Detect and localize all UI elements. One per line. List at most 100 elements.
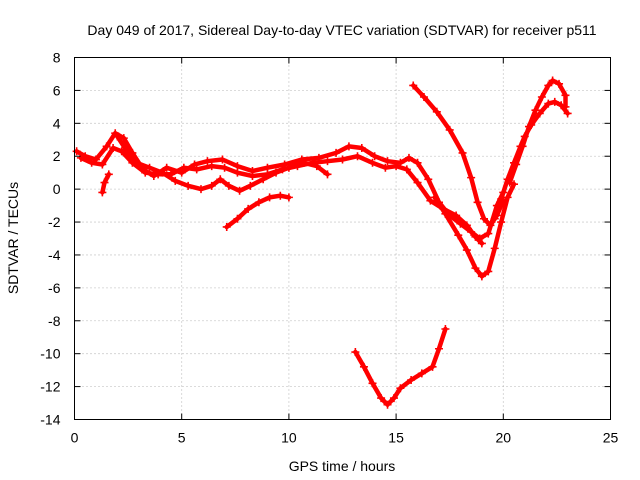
data-point <box>383 400 392 409</box>
data-point <box>389 394 398 403</box>
data-point <box>216 175 225 184</box>
data-point <box>244 204 253 213</box>
data-point <box>192 165 201 174</box>
data-point <box>505 178 514 187</box>
data-point <box>537 92 546 101</box>
data-point <box>233 168 242 177</box>
data-point <box>462 246 471 255</box>
data-point <box>484 229 493 238</box>
data-point <box>332 148 341 157</box>
data-point <box>424 175 433 184</box>
data-point <box>407 376 416 385</box>
data-point <box>299 158 308 167</box>
data-point <box>357 144 366 152</box>
data-point <box>477 272 486 281</box>
data-point <box>222 222 231 231</box>
data-point <box>162 163 171 172</box>
data-point <box>72 147 81 156</box>
data-point <box>392 162 401 171</box>
series-0-trace <box>74 130 506 241</box>
data-point <box>104 170 113 179</box>
data-point <box>132 158 141 167</box>
data-point <box>312 162 321 171</box>
data-point <box>525 122 534 131</box>
data-point <box>441 325 450 333</box>
x-tick-label: 5 <box>178 430 186 446</box>
data-point <box>145 163 154 172</box>
data-point <box>445 125 454 134</box>
x-tick-label: 25 <box>603 430 619 446</box>
data-point <box>179 163 188 172</box>
y-tick-label: 6 <box>53 82 61 98</box>
data-point <box>402 165 411 174</box>
data-point <box>323 170 332 179</box>
data-point <box>486 221 495 230</box>
y-tick-label: -8 <box>48 313 61 329</box>
data-point <box>344 142 353 151</box>
grid <box>74 57 611 420</box>
data-point <box>430 193 439 202</box>
data-point <box>531 106 540 115</box>
data-point <box>471 264 480 273</box>
series-2-trace <box>115 134 330 194</box>
data-point <box>98 160 107 169</box>
data-point <box>248 171 257 180</box>
data-point <box>413 158 422 167</box>
data-point <box>100 178 109 187</box>
data-point <box>535 109 544 118</box>
data-point <box>323 157 332 166</box>
data-point <box>102 142 111 151</box>
series-3-trace <box>224 193 292 230</box>
data-point <box>184 181 193 190</box>
data-point <box>432 107 441 116</box>
x-tick-label: 20 <box>496 430 512 446</box>
data-point <box>254 198 263 207</box>
data-point <box>512 160 521 169</box>
y-axis-label: SDTVAR / TECUs <box>5 182 21 294</box>
data-point <box>561 91 570 100</box>
y-tick-label: -4 <box>48 247 61 263</box>
data-point <box>381 163 390 172</box>
series-5-trace <box>411 83 506 228</box>
data-point <box>171 176 180 185</box>
ticks: 0 5 10 15 20 25 -14 -12 -10 -8 -6 -4 -2 0 2 4 6 8 <box>40 50 618 446</box>
data-point <box>497 195 506 204</box>
data-point <box>452 211 461 220</box>
data-point <box>477 239 486 248</box>
data-point <box>141 168 150 177</box>
data-point <box>246 181 255 190</box>
data-point <box>454 231 463 240</box>
data-point <box>458 148 467 157</box>
plot-frame <box>74 57 611 420</box>
data-point <box>218 155 227 164</box>
data-point <box>490 214 499 223</box>
y-tick-label: -6 <box>48 280 61 296</box>
data-point <box>510 180 519 189</box>
y-tick-label: 8 <box>53 50 61 66</box>
data-point <box>561 102 570 111</box>
data-point <box>544 81 553 90</box>
data-point <box>428 362 437 371</box>
data-point <box>490 244 499 253</box>
data-point <box>98 188 107 197</box>
data-point <box>158 168 167 177</box>
y-tick-label: -12 <box>40 379 60 395</box>
data-point <box>351 348 360 357</box>
data-point <box>497 218 506 227</box>
data-point <box>383 157 392 166</box>
data-point <box>441 209 450 218</box>
series-group <box>72 76 572 409</box>
data-point <box>196 185 205 194</box>
data-point <box>484 267 493 276</box>
data-point <box>419 92 428 101</box>
y-tick-label: 2 <box>53 148 61 164</box>
data-point <box>235 186 244 195</box>
data-point <box>377 394 386 403</box>
data-point <box>426 196 435 205</box>
data-point <box>480 214 489 223</box>
y-tick-label: 0 <box>53 181 61 197</box>
data-point <box>417 369 426 378</box>
data-point <box>76 153 85 162</box>
data-point <box>259 175 268 184</box>
